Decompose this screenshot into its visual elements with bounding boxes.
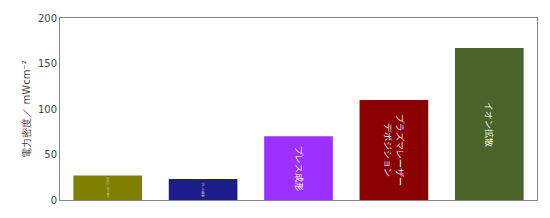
svg-text:スピンコーター: スピンコーター bbox=[106, 177, 110, 198]
svg-text:150: 150 bbox=[38, 58, 57, 69]
svg-text:イオン拡散: イオン拡散 bbox=[484, 102, 494, 147]
svg-text:プラズマレーザーデポジション: プラズマレーザーデポジション bbox=[383, 114, 405, 186]
svg-text:100: 100 bbox=[38, 104, 57, 115]
svg-text:0: 0 bbox=[51, 195, 57, 206]
svg-text:電力密度／ mWcm⁻²: 電力密度／ mWcm⁻² bbox=[21, 60, 32, 157]
svg-text:50: 50 bbox=[44, 149, 57, 160]
svg-text:プレス成形: プレス成形 bbox=[201, 182, 205, 197]
svg-text:200: 200 bbox=[38, 13, 57, 24]
svg-text:プレス成形: プレス成形 bbox=[294, 146, 304, 191]
